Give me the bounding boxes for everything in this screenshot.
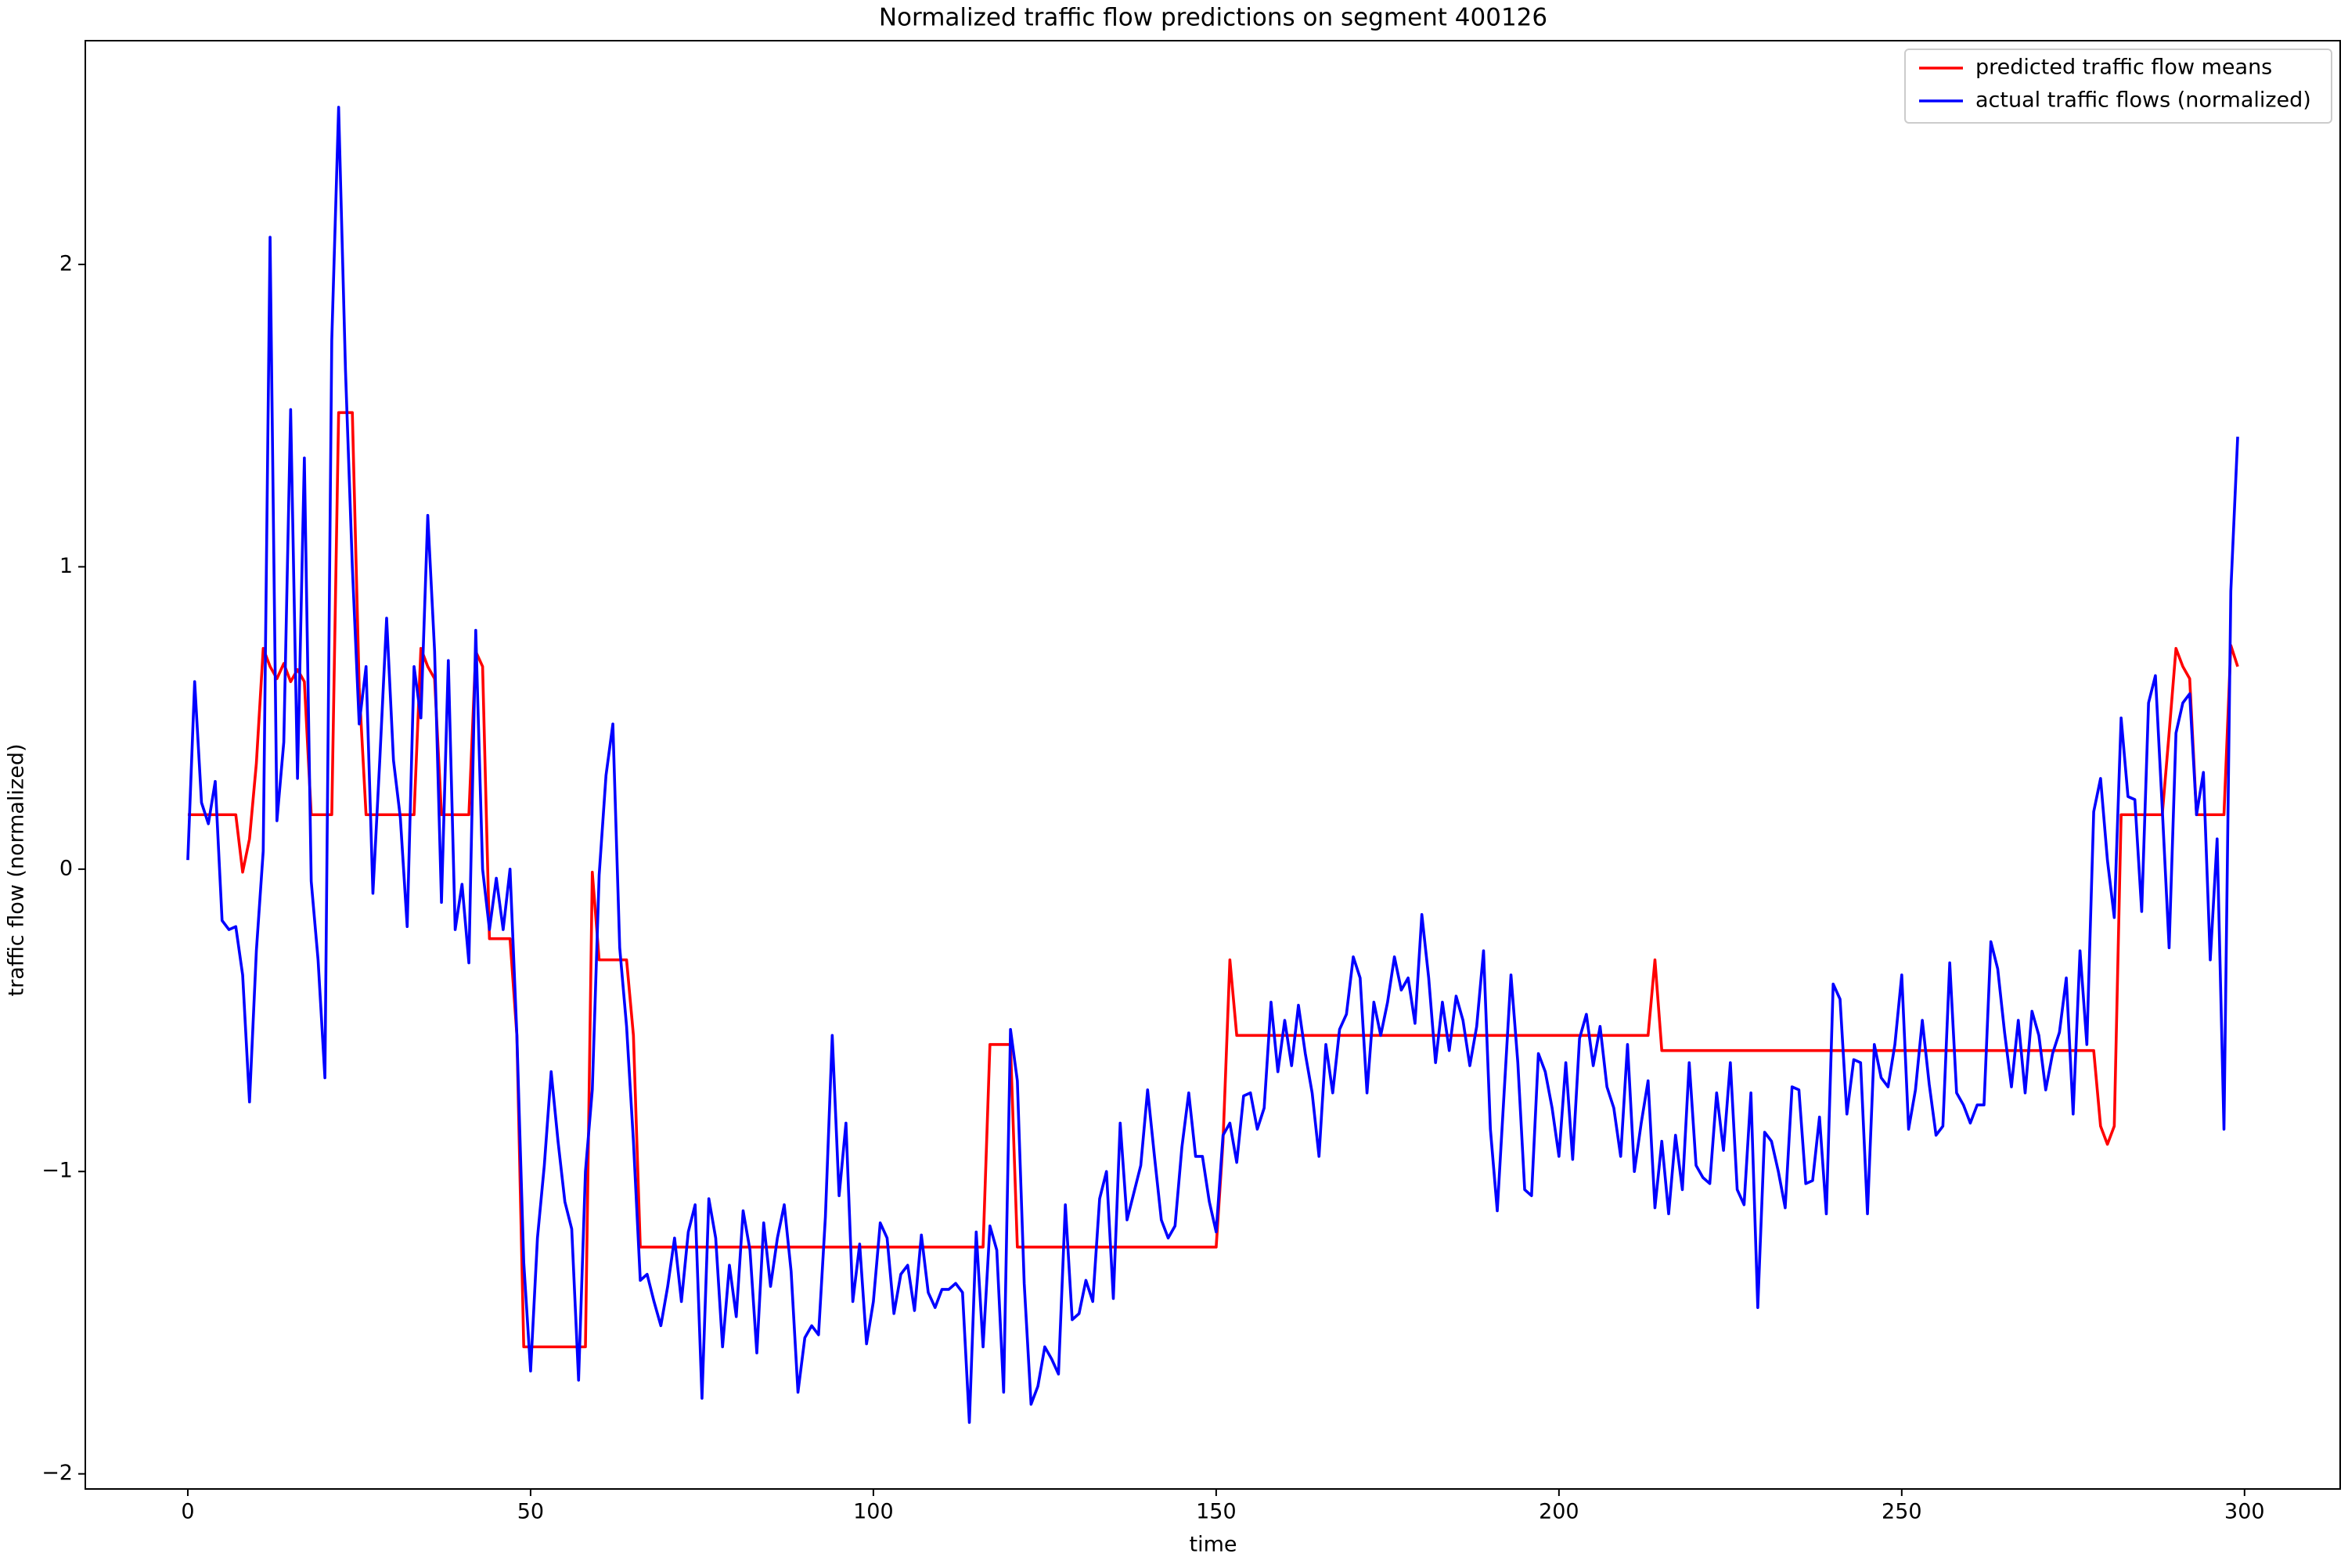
chart-title: Normalized traffic flow predictions on s… [879, 4, 1547, 32]
x-tick-label: 100 [853, 1500, 894, 1524]
y-tick-label: 1 [59, 554, 73, 578]
x-tick-label: 50 [517, 1500, 544, 1524]
data-line [186, 106, 2239, 1424]
y-tick-label: 2 [59, 251, 73, 275]
x-tick-label: 150 [1196, 1500, 1237, 1524]
x-tick-label: 200 [1539, 1500, 1579, 1524]
y-tick-label: −1 [41, 1159, 73, 1183]
x-tick-label: 250 [1882, 1500, 1922, 1524]
legend: predicted traffic flow means actual traff… [1904, 49, 2332, 124]
y-axis-label: traffic flow (normalized) [5, 743, 29, 996]
x-tick-label: 0 [181, 1500, 194, 1524]
legend-label: predicted traffic flow means [1975, 56, 2272, 80]
legend-box [1904, 49, 2332, 124]
x-axis-label: time [1189, 1533, 1237, 1557]
plot-frame [85, 40, 2341, 1490]
x-tick-label: 300 [2224, 1500, 2265, 1524]
y-tick-label: −2 [41, 1461, 73, 1485]
legend-label: actual traffic flows (normalized) [1975, 88, 2311, 113]
y-tick-label: 0 [59, 856, 73, 880]
